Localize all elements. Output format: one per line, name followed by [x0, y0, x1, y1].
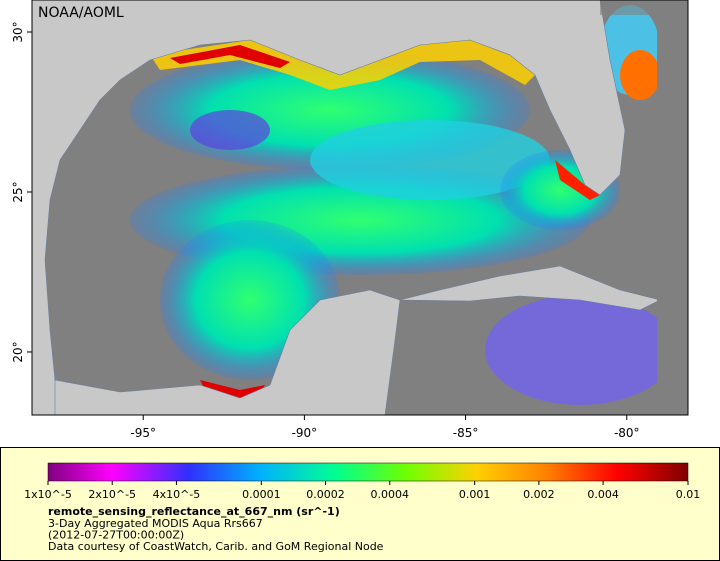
- no-data-strip: [657, 0, 688, 415]
- legend-line: (2012-07-27T00:00:00Z): [48, 529, 184, 542]
- colorbar-tick-label: 0.0004: [371, 488, 410, 501]
- colorbar-tick-label: 0.002: [523, 488, 555, 501]
- colorbar-tick-label: 0.01: [676, 488, 701, 501]
- colorbar-tick-label: 4x10^-5: [153, 488, 201, 501]
- colorbar-tick-label: 0.001: [459, 488, 491, 501]
- colorbar-tick-label: 2x10^-5: [88, 488, 136, 501]
- legend-line: Data courtesy of CoastWatch, Carib. and …: [48, 540, 384, 553]
- y-tick-label: 30°: [11, 21, 25, 42]
- colorbar: [47, 462, 689, 482]
- credit: NOAA/AOML: [38, 5, 124, 21]
- y-tick-label: 25°: [11, 181, 25, 202]
- land: [32, 0, 661, 415]
- colorbar-tick-label: 0.004: [587, 488, 619, 501]
- x-tick-label: -95°: [130, 426, 156, 440]
- colorbar-tick-label: 0.0001: [242, 488, 281, 501]
- legend-line: 3-Day Aggregated MODIS Aqua Rrs667: [48, 517, 263, 530]
- x-tick-label: -80°: [614, 426, 640, 440]
- variable-name: remote_sensing_reflectance_at_667_nm (sr…: [48, 505, 340, 518]
- x-tick-label: -85°: [453, 426, 479, 440]
- colorbar-tick-label: 0.0002: [306, 488, 345, 501]
- map-frame: [31, 0, 689, 416]
- y-tick-label: 20°: [11, 341, 25, 362]
- x-tick-label: -90°: [292, 426, 318, 440]
- map-area: [32, 0, 688, 415]
- colorbar-tick-label: 1x10^-5: [24, 488, 72, 501]
- reflectance-field: [130, 5, 675, 405]
